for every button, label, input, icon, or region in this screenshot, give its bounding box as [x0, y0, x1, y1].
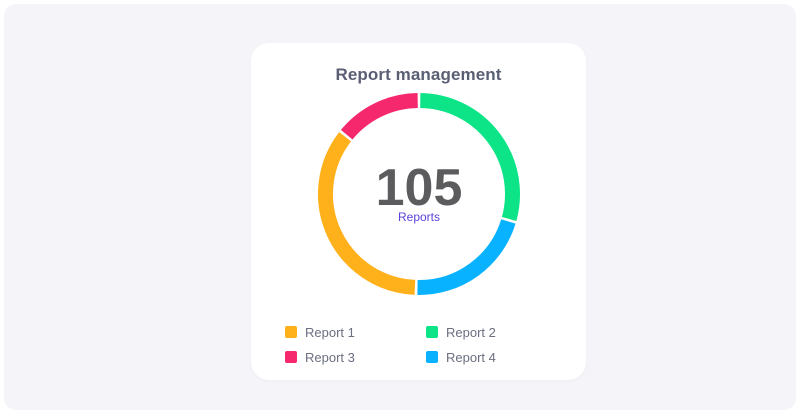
legend-item-report-2[interactable]: Report 2: [426, 324, 496, 340]
legend-swatch: [285, 351, 297, 363]
donut-slice-report-3[interactable]: [340, 93, 419, 140]
donut-slice-report-2[interactable]: [420, 93, 520, 221]
legend-item-report-4[interactable]: Report 4: [426, 349, 496, 365]
legend-label: Report 3: [305, 349, 355, 365]
legend-item-report-3[interactable]: Report 3: [285, 349, 355, 365]
donut-slice-report-1[interactable]: [318, 132, 416, 295]
donut-chart: 105 Reports: [318, 93, 520, 295]
legend-swatch: [426, 326, 438, 338]
legend-label: Report 4: [446, 349, 496, 365]
center-total-value: 105: [376, 159, 463, 217]
donut-slice-report-4[interactable]: [417, 219, 516, 295]
center-total-label: Reports: [398, 210, 440, 224]
legend-label: Report 1: [305, 324, 355, 340]
legend-swatch: [426, 351, 438, 363]
report-management-card: Report management 105 Reports Report 1 R…: [251, 43, 586, 380]
chart-legend: Report 1 Report 2 Report 3 Report 4: [285, 324, 565, 368]
legend-swatch: [285, 326, 297, 338]
card-title: Report management: [335, 65, 502, 84]
page-background: Report management 105 Reports Report 1 R…: [4, 4, 796, 410]
legend-item-report-1[interactable]: Report 1: [285, 324, 355, 340]
legend-label: Report 2: [446, 324, 496, 340]
donut-slices: [318, 93, 520, 295]
